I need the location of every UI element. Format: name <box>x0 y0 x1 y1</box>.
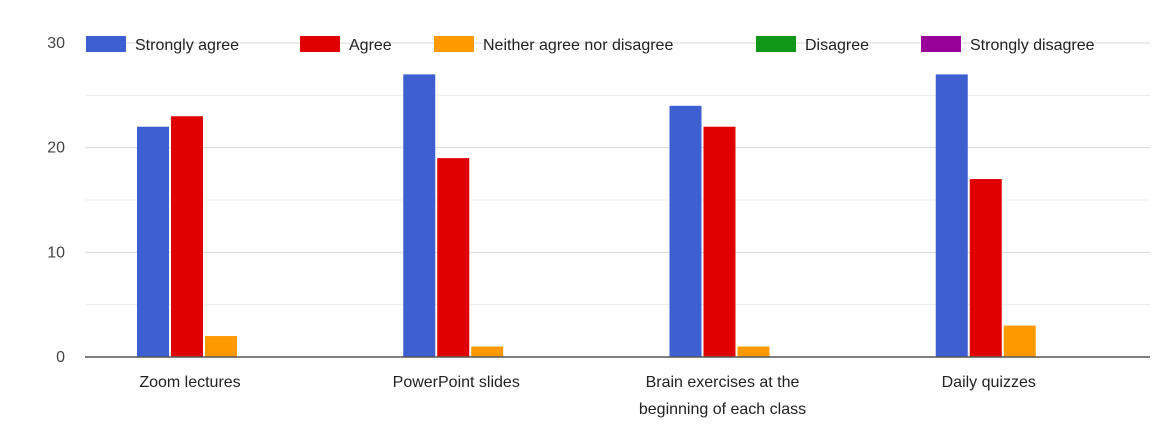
legend-swatch <box>86 36 126 52</box>
y-tick-label: 10 <box>47 244 65 261</box>
legend: Strongly agree Agree Neither agree nor dis… <box>86 36 1095 54</box>
x-tick-label: Brain exercises at the <box>646 374 800 391</box>
legend-label: Neither agree nor disagree <box>483 37 673 54</box>
x-axis-labels: Zoom lectures PowerPoint slides Brain exer… <box>139 374 1036 418</box>
y-tick-label: 0 <box>56 349 65 366</box>
y-tick-label: 20 <box>47 140 65 157</box>
legend-label: Strongly agree <box>135 37 239 54</box>
legend-swatch <box>434 36 474 52</box>
bar-agree <box>703 126 736 357</box>
bar-neither-agree-nor-disagree <box>737 346 770 357</box>
legend-label: Agree <box>349 37 392 54</box>
bar-neither-agree-nor-disagree <box>471 346 504 357</box>
legend-label: Strongly disagree <box>970 37 1095 54</box>
legend-swatch <box>921 36 961 52</box>
bar-agree <box>437 158 470 357</box>
bar-neither-agree-nor-disagree <box>205 336 237 357</box>
bars <box>137 74 1036 358</box>
legend-swatch <box>756 36 796 52</box>
bar-strongly-agree <box>137 126 169 357</box>
bar-strongly-agree <box>403 74 436 358</box>
bar-strongly-agree <box>669 105 702 357</box>
y-tick-label: 30 <box>47 35 65 52</box>
bar-neither-agree-nor-disagree <box>1003 325 1036 357</box>
bar-agree <box>171 116 203 358</box>
x-tick-label: PowerPoint slides <box>393 374 520 391</box>
bar-agree <box>969 179 1002 357</box>
bar-strongly-agree <box>935 74 968 358</box>
legend-swatch <box>300 36 340 52</box>
x-tick-label: Zoom lectures <box>139 374 240 391</box>
x-tick-label: Daily quizzes <box>942 374 1036 391</box>
legend-label: Disagree <box>805 37 869 54</box>
x-tick-label: beginning of each class <box>639 401 806 418</box>
y-axis-ticks: 0 10 20 30 <box>47 35 65 366</box>
